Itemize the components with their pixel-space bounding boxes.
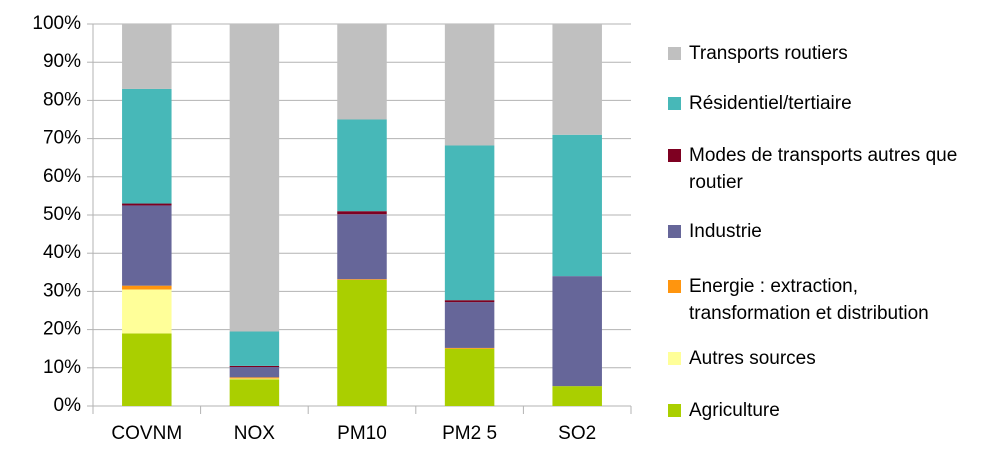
bar-segment <box>444 348 495 406</box>
legend-item: Résidentiel/tertiaire <box>668 90 968 117</box>
bar-segment <box>122 203 172 206</box>
y-tick-label: 90% <box>43 51 81 72</box>
legend-item: Agriculture <box>668 397 968 424</box>
bar-segment <box>444 145 495 301</box>
bar-segment <box>229 379 280 406</box>
bar-segment <box>229 24 280 332</box>
legend-swatch <box>668 404 681 417</box>
y-tick-label: 40% <box>43 242 81 263</box>
legend-swatch <box>668 149 681 162</box>
legend-swatch <box>668 352 681 365</box>
bar-segment <box>444 24 495 146</box>
bar-segment <box>229 377 280 379</box>
bar-segment <box>229 365 280 368</box>
legend-label: Industrie <box>689 221 762 242</box>
y-tick-label: 10% <box>43 357 81 378</box>
legend-label: Transports routiers <box>689 43 848 64</box>
bar-segment <box>552 386 602 406</box>
y-tick-label: 60% <box>43 166 81 187</box>
bar-segment <box>337 279 387 280</box>
bar-segment <box>444 302 495 348</box>
bar-segment <box>337 211 387 215</box>
y-tick-label: 80% <box>43 89 81 110</box>
bar-segment <box>552 134 602 277</box>
x-tick-label: PM2 5 <box>442 423 497 444</box>
y-tick-label: 20% <box>43 319 81 340</box>
legend-item: Energie : extraction, transformation et … <box>668 273 968 327</box>
bar-segment <box>444 300 495 303</box>
bar-segment <box>122 88 172 204</box>
legend-item: Autres sources <box>668 345 968 372</box>
bar-segment <box>444 347 495 349</box>
legend-label: Energie : extraction, transformation et … <box>689 276 929 324</box>
bar-segment <box>552 24 602 135</box>
legend-label: Agriculture <box>689 400 780 421</box>
legend-label: Modes de transports autres que routier <box>689 145 958 193</box>
bar-segment <box>229 367 280 378</box>
legend-item: Modes de transports autres que routier <box>668 142 968 196</box>
y-tick-label: 0% <box>54 395 82 416</box>
y-tick-label: 70% <box>43 128 81 149</box>
bar-segment <box>122 289 172 334</box>
bar-segment <box>337 214 387 280</box>
bar-segment <box>229 331 280 366</box>
bar-segment <box>122 333 172 406</box>
legend-swatch <box>668 97 681 110</box>
bar-segment <box>229 378 280 380</box>
x-tick-label: COVNM <box>111 423 182 444</box>
x-tick-label: NOX <box>234 423 276 444</box>
legend-item: Transports routiers <box>668 40 968 67</box>
bar-segment <box>337 279 387 406</box>
legend-item: Industrie <box>668 218 968 245</box>
legend-swatch <box>668 280 681 293</box>
y-tick-label: 100% <box>32 13 81 34</box>
x-tick-label: SO2 <box>558 423 596 444</box>
x-tick-label: PM10 <box>337 423 387 444</box>
bar-segment <box>337 24 387 120</box>
bar-segment <box>122 205 172 286</box>
y-tick-label: 30% <box>43 280 81 301</box>
bar-segment <box>552 276 602 387</box>
bar-segment <box>122 24 172 89</box>
bar-segment <box>122 285 172 290</box>
legend-label: Résidentiel/tertiaire <box>689 93 852 114</box>
y-tick-label: 50% <box>43 204 81 225</box>
legend-label: Autres sources <box>689 348 816 369</box>
legend-swatch <box>668 47 681 60</box>
legend-swatch <box>668 225 681 238</box>
bar-segment <box>337 119 387 212</box>
